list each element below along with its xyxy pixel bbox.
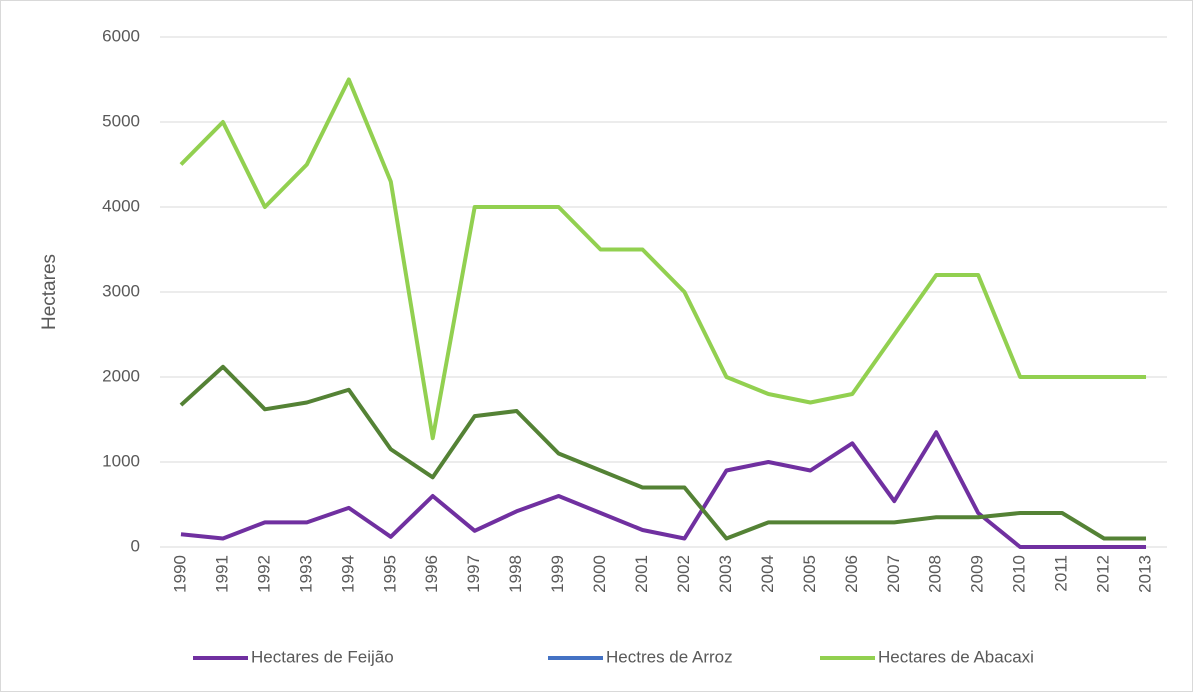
y-tick-label: 0	[131, 536, 140, 555]
x-tick-label: 2000	[590, 555, 609, 593]
x-tick-label: 2005	[800, 555, 819, 593]
x-tick-label: 2010	[1010, 555, 1029, 593]
x-tick-label: 2012	[1094, 555, 1113, 593]
x-tick-label: 2001	[632, 555, 651, 593]
y-tick-label: 1000	[102, 451, 140, 470]
y-tick-label: 5000	[102, 111, 140, 130]
x-tick-label: 1996	[422, 555, 441, 593]
x-tick-label: 2004	[758, 555, 777, 593]
series-line	[180, 430, 1147, 549]
x-tick-label: 2011	[1052, 555, 1071, 592]
legend-label: Hectares de Abacaxi	[878, 647, 1034, 666]
series-line	[179, 77, 1147, 441]
legend-label: Hectres de Arroz	[606, 647, 733, 666]
x-tick-label: 1994	[338, 555, 357, 593]
x-tick-label: 2002	[674, 555, 693, 593]
x-tick-label: 2007	[884, 555, 903, 593]
y-tick-label: 3000	[102, 281, 140, 300]
x-tick-label: 2006	[842, 555, 861, 593]
x-tick-label: 1992	[254, 555, 273, 593]
x-tick-label: 1995	[380, 555, 399, 593]
x-tick-label: 1999	[548, 555, 567, 593]
y-tick-label: 4000	[102, 196, 140, 215]
x-tick-label: 1997	[464, 555, 483, 593]
x-tick-label: 1993	[296, 555, 315, 593]
series-line	[179, 364, 1147, 541]
x-tick-label: 2008	[926, 555, 945, 593]
y-tick-label: 6000	[102, 26, 140, 45]
x-tick-label: 2003	[716, 555, 735, 593]
x-tick-label: 2013	[1136, 555, 1155, 593]
x-tick-label: 1998	[506, 555, 525, 593]
legend-label: Hectares de Feijão	[251, 647, 394, 666]
x-tick-label: 2009	[968, 555, 987, 593]
x-tick-label: 1990	[170, 555, 189, 593]
y-tick-label: 2000	[102, 366, 140, 385]
x-tick-label: 1991	[212, 555, 231, 593]
y-axis-label: Hectares	[39, 254, 60, 330]
